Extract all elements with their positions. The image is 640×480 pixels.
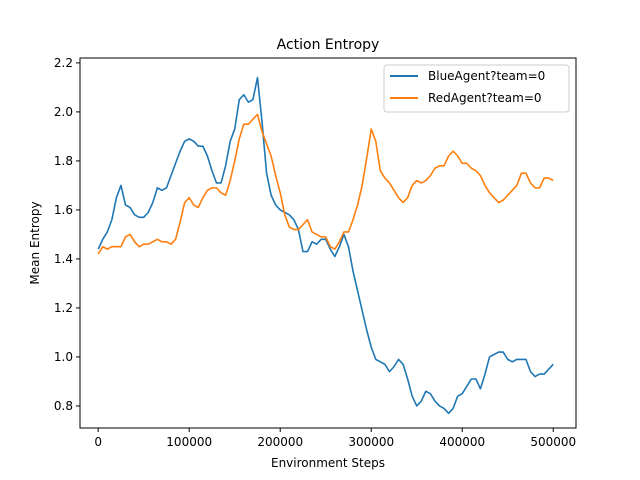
x-tick-label: 500000 bbox=[530, 435, 576, 449]
series-line-red bbox=[97, 113, 554, 255]
x-tick-label: 0 bbox=[94, 435, 102, 449]
y-axis-ticks: 0.8 1.0 1.2 1.4 1.6 1.8 2.0 2.2 bbox=[54, 56, 80, 413]
x-tick-label: 200000 bbox=[257, 435, 303, 449]
series-group bbox=[97, 76, 554, 415]
x-tick-label: 400000 bbox=[439, 435, 485, 449]
y-tick-label: 1.8 bbox=[54, 154, 73, 168]
chart-title: Action Entropy bbox=[277, 37, 380, 53]
x-tick-label: 300000 bbox=[348, 435, 394, 449]
y-axis-label: Mean Entropy bbox=[28, 201, 42, 284]
y-tick-label: 1.2 bbox=[54, 301, 73, 315]
plot-area bbox=[79, 57, 577, 429]
legend: BlueAgent?team=0 RedAgent?team=0 bbox=[383, 64, 570, 113]
y-tick-label: 1.0 bbox=[54, 350, 73, 364]
x-axis-ticks: 0 100000 200000 300000 400000 500000 bbox=[94, 428, 576, 449]
y-tick-label: 0.8 bbox=[54, 399, 73, 413]
x-tick-label: 100000 bbox=[166, 435, 212, 449]
x-axis-label: Environment Steps bbox=[271, 456, 385, 470]
legend-box bbox=[383, 64, 570, 113]
y-tick-label: 2.0 bbox=[54, 105, 73, 119]
legend-label-blue: BlueAgent?team=0 bbox=[428, 69, 545, 83]
y-tick-label: 1.4 bbox=[54, 252, 73, 266]
axes-frame bbox=[79, 57, 577, 429]
y-tick-label: 1.6 bbox=[54, 203, 73, 217]
series-line-blue bbox=[97, 76, 554, 415]
y-tick-label: 2.2 bbox=[54, 56, 73, 70]
legend-label-red: RedAgent?team=0 bbox=[428, 91, 542, 105]
